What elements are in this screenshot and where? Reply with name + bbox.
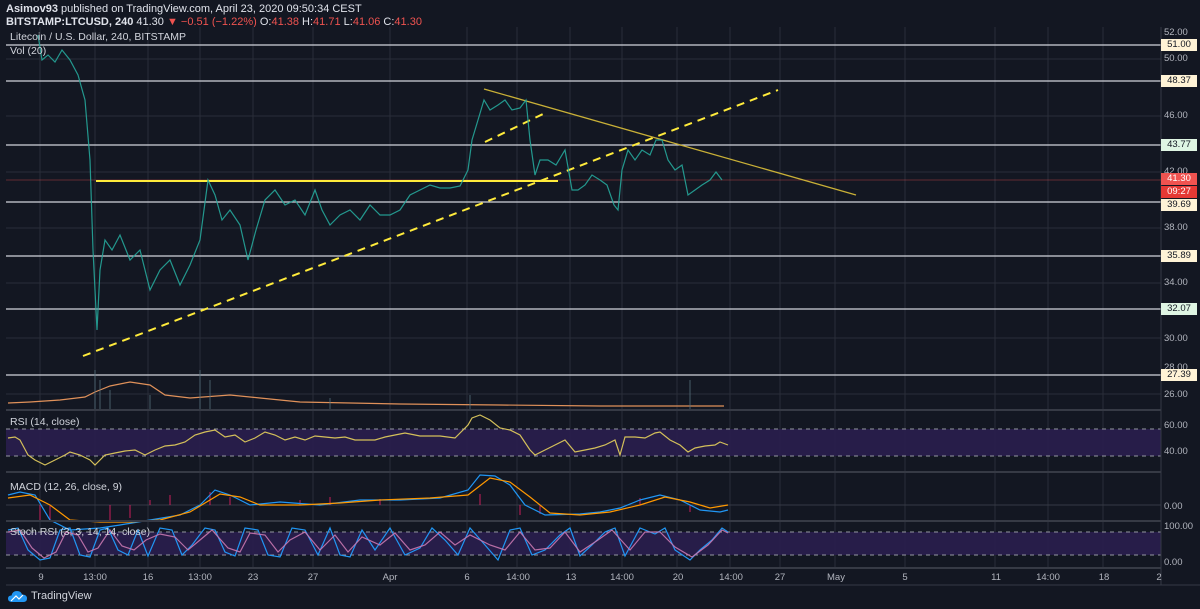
time-tick: 6 — [464, 572, 470, 583]
stoch-band — [6, 532, 1161, 555]
price-path — [37, 34, 723, 331]
brand-label: TradingView — [31, 590, 92, 602]
rising-trendline-short — [484, 113, 544, 143]
level-tag-51: 51.00 — [1161, 39, 1197, 51]
level-tag-32-07: 32.07 — [1161, 303, 1197, 315]
stoch-rsi-legend[interactable]: Stoch RSI (3, 3, 14, 14, close) — [10, 526, 151, 538]
level-tag-43-77: 43.77 — [1161, 139, 1197, 151]
time-tick: 9 — [38, 572, 44, 583]
volume-ma — [7, 381, 724, 407]
time-tick: 11 — [991, 572, 1001, 583]
author-name[interactable]: Asimov93 — [6, 3, 58, 15]
stoch-d — [7, 528, 729, 559]
price-tick: 46.00 — [1164, 110, 1188, 121]
time-tick: 14:00 — [610, 572, 634, 583]
price-tick: 38.00 — [1164, 222, 1188, 233]
volume-bars — [94, 370, 691, 410]
macd-line — [7, 474, 729, 531]
low-label: L: — [343, 16, 353, 28]
grid-lines — [6, 27, 1161, 568]
macd-legend[interactable]: MACD (12, 26, close, 9) — [10, 481, 123, 493]
stoch-tick-0: 0.00 — [1164, 557, 1183, 568]
level-tag-27-39: 27.39 — [1161, 369, 1197, 381]
time-tick: 13 — [565, 572, 577, 583]
rsi-band — [6, 429, 1161, 456]
current-price-tag: 41.30 — [1161, 173, 1197, 185]
tradingview-logo[interactable]: TradingView — [8, 589, 92, 603]
open-value: 41.38 — [271, 16, 299, 28]
price-tick: 30.00 — [1164, 333, 1188, 344]
rsi-tick-60: 60.00 — [1164, 420, 1188, 431]
time-tick: 14:00 — [719, 572, 743, 583]
time-tick: 14:00 — [1036, 572, 1060, 583]
rsi-tick-40: 40.00 — [1164, 446, 1188, 457]
price-tick: 50.00 — [1164, 53, 1188, 64]
time-tick: 16 — [142, 572, 154, 583]
descending-trendline — [483, 88, 857, 196]
level-tag-48-37: 48.37 — [1161, 75, 1197, 87]
level-tag-35-89: 35.89 — [1161, 250, 1197, 262]
main-panel-title: Litecoin / U.S. Dollar, 240, BITSTAMP — [10, 31, 187, 43]
publish-text: published on TradingView.com, April 23, … — [61, 3, 362, 15]
time-tick: 27 — [774, 572, 786, 583]
open-label: O: — [259, 16, 272, 28]
macd-tick-0: 0.00 — [1164, 501, 1183, 512]
time-tick: 13:00 — [83, 572, 107, 583]
time-tick: 14:00 — [506, 572, 530, 583]
price-tick: 28.00 — [1164, 362, 1188, 373]
rsi-legend[interactable]: RSI (14, close) — [10, 416, 80, 428]
volume-legend[interactable]: Vol (20) — [10, 45, 47, 57]
stoch-tick-100: 100.00 — [1164, 521, 1194, 532]
stoch-k — [7, 526, 729, 562]
time-tick: 27 — [307, 572, 319, 583]
time-tick: 13:00 — [188, 572, 212, 583]
rsi-line — [7, 414, 729, 466]
time-tick: May — [827, 572, 845, 583]
close-label: C: — [383, 16, 395, 28]
high-label: H: — [302, 16, 314, 28]
low-value: 41.06 — [352, 16, 381, 28]
change-value: ▼ −0.51 (−1.22%) — [166, 16, 257, 28]
level-tag-39-69: 39.69 — [1161, 199, 1197, 211]
symbol-name: BITSTAMP:LTCUSD, 240 — [6, 16, 134, 28]
time-tick: 23 — [247, 572, 259, 583]
price-tick: 34.00 — [1164, 277, 1188, 288]
last-price: 41.30 — [136, 16, 164, 28]
macd-histogram — [39, 492, 691, 522]
countdown-tag: 09:27 — [1161, 186, 1197, 198]
rising-trendline — [82, 89, 779, 357]
time-tick: 20 — [672, 572, 684, 583]
support-resistance-lines — [6, 44, 1161, 376]
price-tick: 26.00 — [1164, 389, 1188, 400]
close-value: 41.30 — [394, 16, 422, 28]
publish-info: Asimov93 published on TradingView.com, A… — [6, 3, 362, 15]
cloud-icon — [8, 591, 27, 602]
time-tick: Apr — [382, 572, 398, 583]
high-value: 41.71 — [313, 16, 341, 28]
time-tick: 2 — [1156, 572, 1162, 583]
price-tick: 42.00 — [1164, 166, 1188, 177]
time-tick: 18 — [1098, 572, 1110, 583]
time-tick: 5 — [902, 572, 908, 583]
symbol-info: BITSTAMP:LTCUSD, 240 41.30 ▼ −0.51 (−1.2… — [6, 16, 422, 28]
price-tick: 52.00 — [1164, 27, 1188, 38]
